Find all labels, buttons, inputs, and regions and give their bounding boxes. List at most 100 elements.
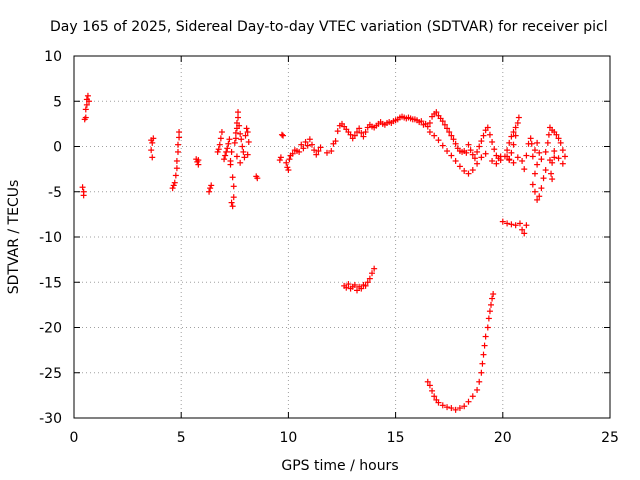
data-point [242, 132, 249, 139]
data-point [489, 295, 496, 302]
data-point [217, 135, 224, 142]
data-point [170, 182, 177, 189]
data-point [486, 131, 493, 138]
data-point [280, 132, 287, 139]
data-point [254, 175, 261, 182]
y-tick-label: -25 [39, 366, 62, 382]
data-point [548, 170, 555, 177]
data-point [557, 139, 564, 146]
data-point [536, 149, 543, 156]
data-point [362, 282, 369, 289]
y-axis-label: SDTVAR / TECUs [6, 180, 22, 295]
data-point [426, 119, 433, 126]
data-point [172, 172, 179, 179]
data-point [149, 139, 156, 146]
data-point [221, 156, 228, 163]
data-point [504, 147, 511, 154]
y-tick-label: 0 [53, 140, 62, 156]
data-point [538, 156, 545, 163]
data-point [424, 123, 431, 130]
data-point [521, 230, 528, 237]
data-point [435, 399, 442, 406]
data-point [444, 404, 451, 411]
data-point [448, 405, 455, 412]
data-point [236, 122, 243, 129]
data-point [485, 315, 492, 322]
data-point [446, 129, 453, 136]
data-point [207, 185, 214, 192]
data-point [476, 143, 483, 150]
data-point [431, 393, 438, 400]
data-point [235, 114, 242, 121]
data-point [519, 157, 526, 164]
x-tick-label: 5 [177, 430, 186, 446]
data-point [486, 308, 493, 315]
data-point [306, 136, 313, 143]
data-point [480, 132, 487, 139]
data-point [354, 287, 361, 294]
data-point [512, 222, 519, 229]
data-point [465, 170, 472, 177]
data-point [429, 387, 436, 394]
data-point [504, 220, 511, 227]
y-tick-label: -10 [39, 230, 62, 246]
data-point [228, 148, 235, 155]
data-point [354, 129, 361, 136]
data-point [476, 378, 483, 385]
data-point [536, 193, 543, 200]
data-point [480, 351, 487, 358]
data-point [484, 324, 491, 331]
data-point [173, 157, 180, 164]
data-point [360, 133, 367, 140]
data-point [228, 199, 235, 206]
data-point [285, 167, 292, 174]
data-point [489, 138, 496, 145]
data-point [208, 182, 215, 189]
data-point [493, 160, 500, 167]
data-point [510, 129, 517, 136]
data-point [313, 151, 320, 158]
data-point [277, 154, 284, 161]
data-point [328, 148, 335, 155]
x-tick-label: 0 [70, 430, 79, 446]
data-point [351, 132, 358, 139]
data-point [463, 149, 470, 156]
data-point [559, 147, 566, 154]
data-point [244, 129, 251, 136]
data-point [515, 114, 522, 121]
data-point [545, 131, 552, 138]
data-point [215, 146, 222, 153]
data-point [534, 161, 541, 168]
data-point [506, 139, 513, 146]
data-point [298, 141, 305, 148]
data-point [448, 152, 455, 159]
data-point [469, 167, 476, 174]
data-point [514, 119, 521, 126]
y-tick-label: -20 [39, 321, 62, 337]
data-point [244, 151, 251, 158]
data-point [424, 378, 431, 385]
data-point [441, 121, 448, 128]
data-point [334, 128, 341, 135]
data-point [82, 106, 89, 113]
data-point [465, 398, 472, 405]
x-tick-label: 25 [601, 430, 619, 446]
data-point [469, 393, 476, 400]
data-point [245, 138, 252, 145]
data-point [358, 129, 365, 136]
data-point [497, 157, 504, 164]
data-point [426, 382, 433, 389]
data-point [439, 142, 446, 149]
data-point [531, 188, 538, 195]
data-point [528, 140, 535, 147]
data-point [225, 140, 232, 147]
data-point [240, 148, 247, 155]
data-point [444, 148, 451, 155]
data-point [237, 130, 244, 137]
data-point [456, 163, 463, 170]
x-tick-label: 20 [494, 430, 512, 446]
data-point [549, 176, 556, 183]
data-point [426, 129, 433, 136]
data-point [176, 129, 183, 136]
data-point [300, 145, 307, 152]
